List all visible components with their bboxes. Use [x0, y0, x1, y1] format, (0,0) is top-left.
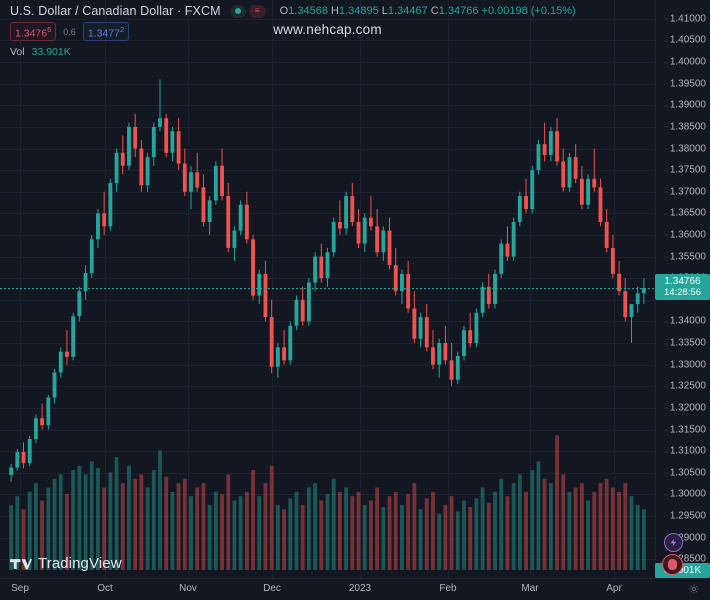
price-axis-label: 1.30500	[663, 467, 706, 479]
time-axis-label: Sep	[11, 583, 29, 594]
low-label: L	[381, 5, 388, 17]
price-axis-label: 1.36000	[663, 229, 706, 241]
volume-value: 33.901K	[31, 46, 71, 58]
lightning-bolt-icon[interactable]	[664, 533, 683, 552]
price-axis-label: 1.37500	[663, 164, 706, 176]
green-dot-icon[interactable]	[229, 4, 246, 18]
tradingview-logo[interactable]: TradingView	[10, 555, 122, 572]
price-axis-label: 1.33500	[663, 337, 706, 349]
volume-legend[interactable]: Vol 33.901K	[10, 45, 576, 59]
price-axis-label: 1.30000	[663, 488, 706, 500]
price-axis-label: 1.33000	[663, 359, 706, 371]
chart-plot-area[interactable]	[0, 0, 655, 578]
price-axis-label: 1.40000	[663, 56, 706, 68]
market-open-dot	[234, 8, 241, 14]
bid-price-box[interactable]: 1.34766	[10, 21, 57, 42]
close-label: C	[430, 5, 439, 17]
bid-sup: 6	[47, 24, 52, 34]
legend-symbol-row: U.S. Dollar / Canadian Dollar · FXCM ≡ O…	[10, 3, 576, 19]
time-axis-label: Feb	[439, 583, 457, 594]
symbol-title[interactable]: U.S. Dollar / Canadian Dollar · FXCM	[10, 4, 221, 18]
price-axis-label: 1.31000	[663, 445, 706, 457]
price-axis-label: 1.31500	[663, 424, 706, 435]
time-axis-label: Mar	[521, 583, 539, 594]
price-axis[interactable]: 1.41000 1.40500 1.40000 1.39500 1.39000 1.385…	[655, 0, 710, 578]
gear-icon[interactable]	[685, 580, 703, 598]
candlestick-canvas	[0, 0, 655, 578]
indicator-pill-icon[interactable]: ≡	[248, 4, 266, 18]
price-axis-label: 1.34000	[663, 315, 706, 327]
spread-value: 0.6	[63, 26, 76, 37]
ohlc-values: O1.34568 H1.34895 L1.34467 C1.34766 +0.0…	[280, 5, 576, 17]
price-axis-label: 1.36500	[663, 207, 706, 219]
bolt-glyph	[670, 538, 677, 547]
price-axis-label: 1.32000	[663, 402, 706, 414]
price-axis-label: 1.35500	[663, 251, 706, 263]
price-axis-label: 1.40500	[663, 34, 706, 46]
alert-glyph	[668, 559, 677, 570]
ask-price-box[interactable]: 1.34772	[82, 21, 130, 42]
gear-glyph	[689, 584, 699, 594]
open-label: O	[279, 5, 289, 17]
open-value: 1.34568	[288, 5, 328, 17]
price-axis-label: 1.32500	[663, 380, 706, 392]
alert-record-icon[interactable]	[662, 554, 683, 575]
ask-value: 1.3477	[87, 27, 120, 40]
quote-row: 1.34766 0.6 1.34772	[10, 21, 576, 42]
volume-label: Vol	[10, 46, 25, 58]
high-value: 1.34895	[338, 5, 379, 17]
price-axis-label: 1.39000	[663, 99, 706, 111]
price-axis-label: 1.37000	[663, 186, 706, 198]
chart-legend: U.S. Dollar / Canadian Dollar · FXCM ≡ O…	[10, 3, 576, 59]
price-change: +0.00198 (+0.15%)	[481, 5, 576, 17]
time-axis-label: Nov	[179, 583, 197, 594]
ask-sup: 2	[119, 24, 125, 34]
time-axis-label: 2023	[348, 583, 372, 594]
price-axis-label: 1.39500	[663, 78, 706, 90]
price-axis-label: 1.41000	[663, 13, 706, 25]
high-label: H	[331, 5, 339, 17]
time-axis-label: Apr	[606, 583, 622, 594]
time-axis-label: Oct	[97, 583, 113, 594]
price-axis-label: 1.38000	[663, 143, 706, 154]
tradingview-logo-icon	[10, 558, 32, 569]
price-axis-label: 1.29500	[663, 510, 706, 522]
tradingview-logo-text: TradingView	[38, 555, 122, 572]
pill-glyph: ≡	[254, 6, 260, 15]
bid-value: 1.3476	[15, 27, 48, 40]
low-value: 1.34467	[387, 5, 428, 17]
time-axis-label: Dec	[263, 583, 281, 594]
close-value: 1.34766	[438, 5, 479, 17]
current-price-badge[interactable]: 1.34766 14:28:56	[655, 274, 710, 301]
current-price-value: 1.34766	[664, 276, 701, 288]
price-axis-label: 1.38500	[663, 121, 706, 133]
time-axis[interactable]: Sep Oct Nov Dec 2023 Feb Mar Apr	[0, 578, 710, 600]
legend-badges: ≡	[229, 4, 266, 18]
bar-countdown: 14:28:56	[664, 287, 701, 299]
chart-watermark: www.nehcap.com	[273, 22, 382, 37]
